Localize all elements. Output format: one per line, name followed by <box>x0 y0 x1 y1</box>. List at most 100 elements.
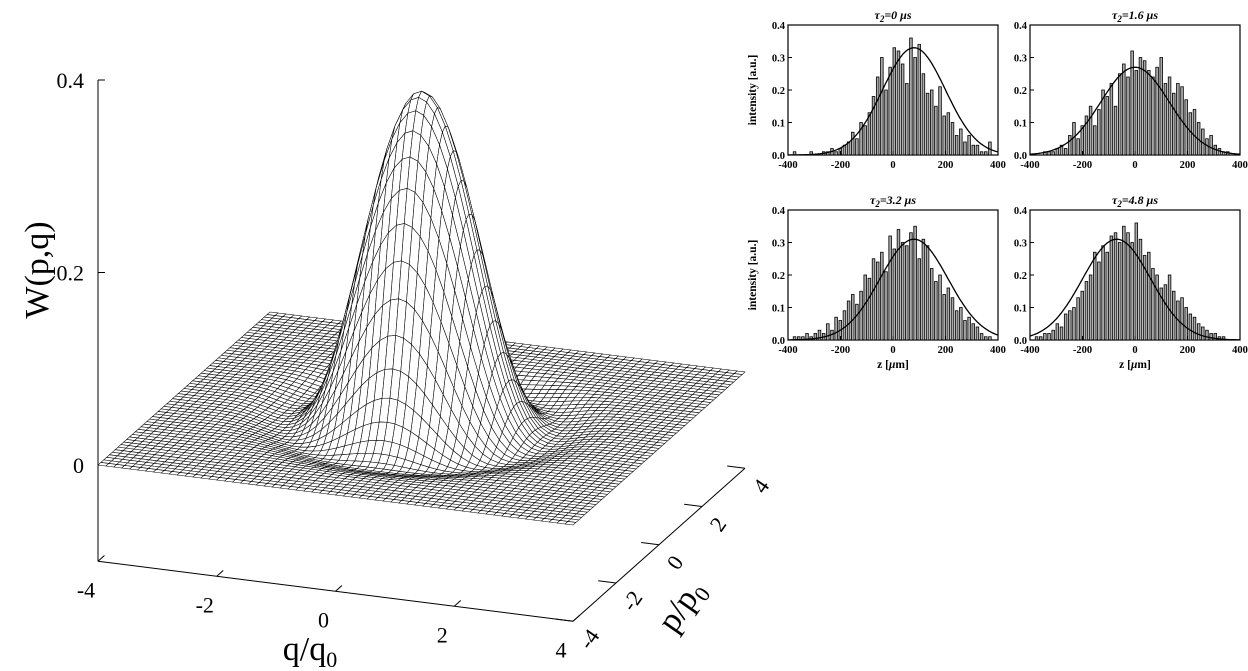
histogram-bar <box>1059 144 1064 156</box>
x-axis-label: z [μm] <box>877 359 909 371</box>
histogram-bar <box>1155 274 1159 341</box>
histogram-bar <box>909 37 913 156</box>
y-tick-label: 0.2 <box>1014 271 1027 282</box>
histogram-bar <box>913 57 917 156</box>
histogram-bar <box>1105 96 1109 156</box>
histogram-bar <box>834 151 838 156</box>
histogram-bar <box>967 135 971 156</box>
histogram-bar <box>971 144 975 156</box>
histogram-bar <box>959 307 963 341</box>
histogram-bar <box>896 50 901 156</box>
y-tick-label: 0.0 <box>1014 336 1027 347</box>
histogram-bar <box>938 274 942 341</box>
histogram-bar <box>1192 316 1197 341</box>
y-tick-label: 0.0 <box>1014 151 1027 162</box>
x-tick-label: -400 <box>778 345 797 356</box>
gaussian-fit-line <box>788 238 999 341</box>
histogram-bar <box>1084 115 1089 156</box>
x-tick-label: 200 <box>1180 345 1196 356</box>
p-tick-mark <box>641 542 660 546</box>
histogram-bar <box>1051 329 1055 341</box>
histogram-bar <box>963 141 967 156</box>
histogram-bar <box>805 333 809 341</box>
q-tick-mark <box>216 570 224 577</box>
p-tick-label: 2 <box>704 513 731 536</box>
x-tick-label: 400 <box>1232 160 1248 171</box>
histogram-bar <box>871 96 876 156</box>
histogram-bar <box>892 47 897 156</box>
q-tick-mark <box>572 615 580 622</box>
x-tick-label: 0 <box>1132 160 1137 171</box>
histogram-bar <box>888 235 892 341</box>
histogram-bar <box>1167 76 1172 156</box>
panel-title: τ2=3.2 μs <box>870 193 916 209</box>
histogram-bar <box>1151 76 1155 156</box>
p-tick-label: 0 <box>661 551 688 574</box>
y-tick-label: 0.1 <box>1014 119 1027 130</box>
histogram-bar <box>1201 326 1205 341</box>
histogram-bar <box>1209 135 1213 156</box>
q-tick-mark <box>453 600 462 607</box>
z-tick-label: 0.2 <box>57 261 85 286</box>
surface-mesh <box>97 90 746 526</box>
y-tick-label: 0.2 <box>772 271 785 282</box>
histogram-bar <box>1043 333 1047 341</box>
histogram-bar <box>1130 242 1134 341</box>
histogram-bar <box>1113 105 1118 156</box>
histogram-bar <box>851 294 855 341</box>
histogram-panel-tau-4-8: 0.0 0.1 0.2 0.3 0.4 -400 -200 0 200 400 τ2=4.8 μs z… <box>1014 193 1248 371</box>
panel-title: τ2=1.6 μs <box>1112 8 1158 24</box>
histogram-bar <box>855 303 859 341</box>
histogram-bar <box>1097 261 1101 341</box>
histogram-bar <box>1101 245 1105 341</box>
histogram-bar <box>1205 138 1209 156</box>
histogram-bar <box>946 112 951 156</box>
histogram-bar <box>867 277 872 341</box>
y-tick-label: 0.2 <box>772 86 785 97</box>
histogram-bar <box>971 323 975 341</box>
histogram-panel-tau-1-6: 0.0 0.1 0.2 0.3 0.4 -400 -200 0 200 400 τ2=1.6 μs <box>1014 8 1248 171</box>
histogram-bar <box>863 274 867 341</box>
histogram-bar <box>975 144 980 156</box>
z-tick-label: 0.4 <box>57 68 85 93</box>
y-tick-label: 0.0 <box>772 151 785 162</box>
histogram-bar <box>967 316 971 341</box>
histogram-bar <box>984 336 988 341</box>
histogram-bar <box>913 225 917 341</box>
histogram-bar <box>1155 66 1159 156</box>
histogram-bar <box>1047 151 1051 156</box>
histogram-bar <box>1105 251 1109 341</box>
x-tick-label: 400 <box>1232 345 1248 356</box>
z-tick-label: 0 <box>73 453 84 478</box>
histogram-bar <box>900 63 905 156</box>
histogram-bar <box>1088 105 1093 156</box>
histogram-bar <box>851 131 855 156</box>
histogram-bar <box>1126 76 1130 156</box>
histogram-bar <box>880 57 884 156</box>
histogram-bar <box>1130 50 1134 156</box>
histogram-bar <box>934 105 938 156</box>
histogram-bar <box>1088 274 1093 341</box>
q-tick-label: -2 <box>196 592 214 617</box>
panel-title: τ2=0 μs <box>874 8 911 24</box>
histogram-bar <box>1147 70 1151 156</box>
histogram-bar <box>834 316 838 341</box>
y-tick-label: 0.4 <box>1014 206 1028 217</box>
p-tick-label: -2 <box>616 586 647 615</box>
histogram-bar <box>880 251 884 341</box>
y-tick-label: 0.4 <box>1014 21 1028 32</box>
y-tick-label: 0.3 <box>772 54 785 65</box>
histogram-bar <box>925 92 930 156</box>
histogram-bar <box>938 86 942 156</box>
histogram-bar <box>950 297 955 341</box>
y-tick-label: 0.4 <box>772 206 786 217</box>
q-tick-label: -4 <box>77 577 95 602</box>
q-tick-label: 0 <box>318 607 329 632</box>
histogram-bar <box>1047 333 1051 341</box>
histogram-bar <box>1109 235 1114 341</box>
histogram-bar <box>1138 238 1143 341</box>
x-tick-label: -200 <box>831 160 850 171</box>
p-axis-label: p/p0 <box>651 573 716 641</box>
histogram-bar <box>921 73 926 156</box>
